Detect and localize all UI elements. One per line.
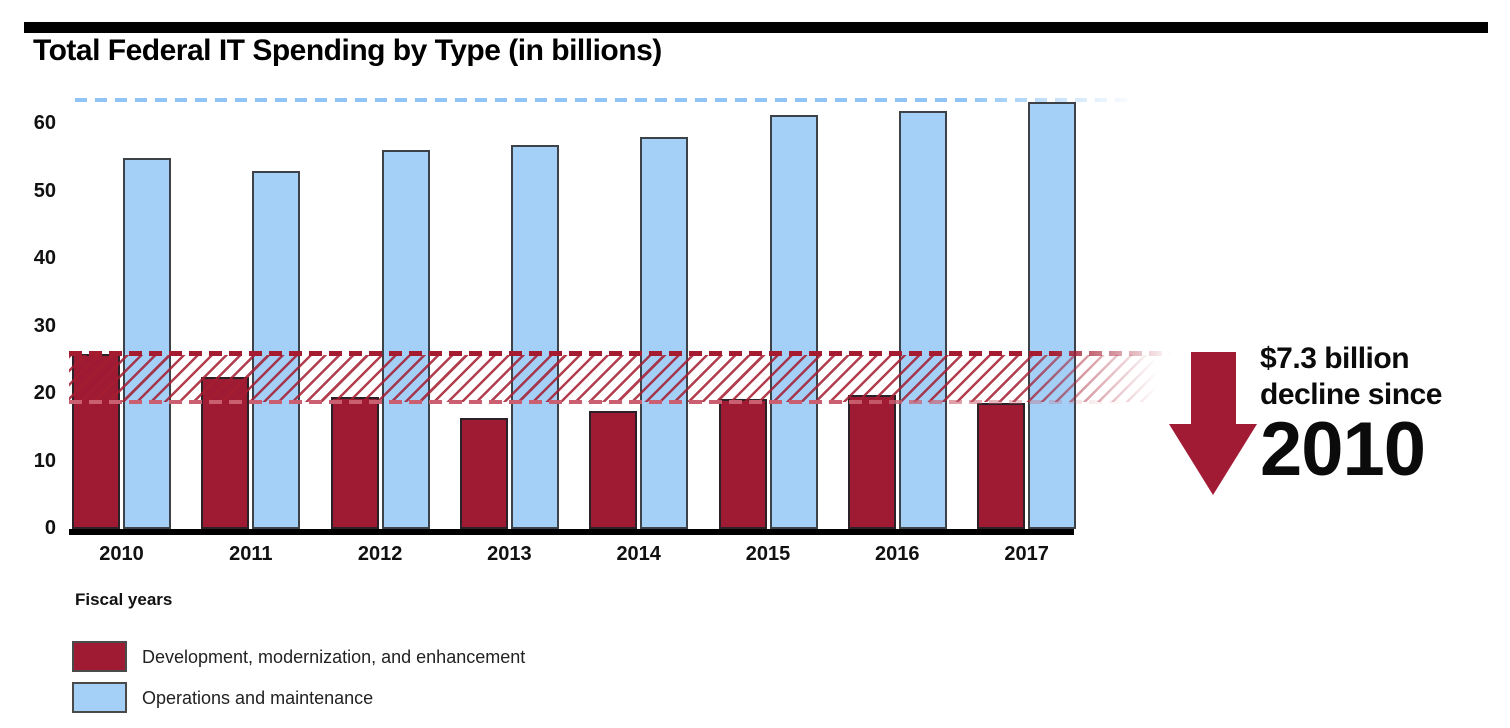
decline-band-top-line: [69, 351, 1183, 356]
y-axis-tick-10: 10: [33, 449, 56, 472]
bar-om-2013: [510, 144, 559, 529]
x-axis-tick-2015: 2015: [745, 543, 791, 565]
bar-om-2012: [381, 149, 430, 529]
y-axis-tick-30: 30: [33, 314, 56, 337]
x-axis-tick-2014: 2014: [616, 543, 661, 565]
x-axis-line: [69, 529, 1074, 535]
decline-hatch-band: [69, 355, 1169, 402]
bar-dme-2014: [589, 410, 638, 529]
x-axis-tick-2016: 2016: [875, 543, 920, 565]
x-axis-tick-2011: 2011: [229, 543, 273, 565]
chart-title: Total Federal IT Spending by Type (in bi…: [33, 34, 662, 67]
x-axis-tick-2017: 2017: [1004, 543, 1049, 565]
reference-dashed-line: [75, 98, 1160, 102]
bar-om-2011: [252, 171, 301, 529]
decline-annotation: $7.3 billion decline since 2010: [1260, 341, 1442, 492]
x-axis-tick-2012: 2012: [357, 543, 403, 565]
y-axis-tick-50: 50: [33, 179, 56, 202]
y-axis-tick-40: 40: [33, 247, 56, 269]
y-axis-tick-0: 0: [44, 517, 56, 539]
top-rule: [24, 22, 1488, 33]
annotation-line3: 2010: [1260, 407, 1426, 492]
bar-om-2017: [1028, 102, 1077, 529]
legend-swatch-om: [72, 682, 127, 713]
y-axis-tick-60: 60: [33, 112, 56, 134]
bar-om-2016: [898, 111, 947, 529]
x-axis-tick-2013: 2013: [487, 543, 532, 565]
x-axis-tick-2010: 2010: [99, 543, 144, 565]
decline-arrow-icon: [1169, 352, 1257, 495]
bar-dme-2012: [330, 397, 379, 529]
legend-swatch-dme: [72, 641, 127, 672]
decline-band-bottom-line: [69, 400, 1169, 404]
y-axis-tick-20: 20: [33, 382, 56, 404]
legend-label-om: Operations and maintenance: [142, 688, 374, 708]
bar-dme-2016: [847, 394, 896, 529]
legend-label-dme: Development, modernization, and enhancem…: [142, 647, 526, 667]
bar-dme-2015: [718, 399, 767, 529]
bar-dme-2017: [977, 402, 1026, 529]
bar-om-2010: [123, 157, 171, 529]
legend-caption: Fiscal years: [75, 590, 173, 609]
bar-dme-2013: [459, 417, 508, 529]
annotation-line1: $7.3 billion: [1260, 342, 1410, 375]
bar-om-2014: [640, 136, 689, 529]
bar-om-2015: [769, 114, 818, 529]
annotation-line2: decline since: [1260, 378, 1442, 411]
